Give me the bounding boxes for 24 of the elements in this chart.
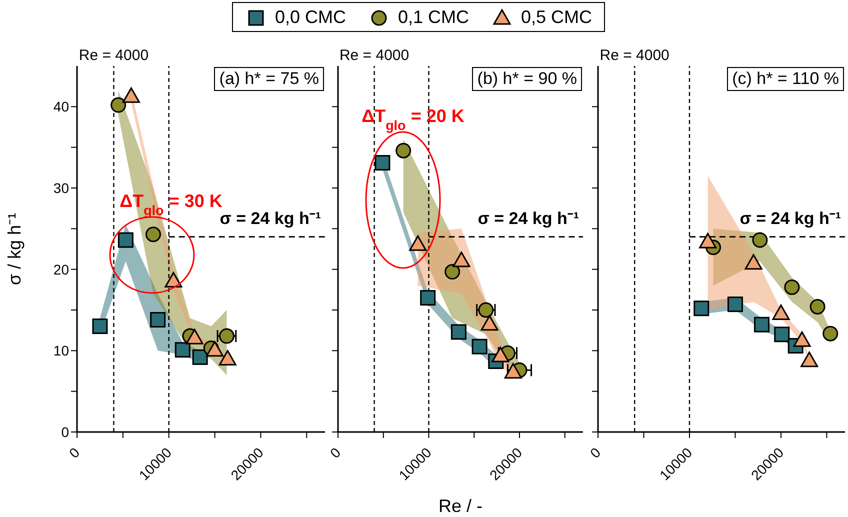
y-tick-label: 40 — [53, 98, 70, 115]
x-tick-label: 0 — [66, 444, 83, 462]
y-tick-label: 20 — [53, 261, 70, 278]
y-tick-label: 30 — [53, 180, 70, 196]
ref-line-label: σ = 24 kg h⁻¹ — [740, 208, 842, 228]
annotation: ΔT$_{glo}$ = 20 K — [362, 106, 464, 132]
chart-title: (a) h* = 75 % — [214, 67, 324, 91]
y-tick-label: 0 — [61, 424, 70, 440]
legend-label: 0,1 CMC — [398, 6, 470, 28]
ref-line-label: σ = 24 kg h⁻¹ — [220, 208, 322, 228]
x-axis-title: Re / - — [438, 496, 483, 516]
chart-title: (b) h* = 90 % — [472, 67, 582, 91]
legend-label: 0,0 CMC — [275, 6, 346, 28]
annotation: ΔT$_{glo}$ = 30 K — [120, 191, 222, 218]
y-tick-label: 10 — [53, 342, 70, 359]
ref-line-label: Re = 4000 — [339, 47, 410, 64]
ref-line-label: Re = 4000 — [600, 47, 670, 64]
x-tick-label: 0 — [326, 444, 344, 462]
chart-title: (c) h* = 110 % — [727, 67, 844, 91]
ref-line-label: Re = 4000 — [78, 47, 149, 64]
x-tick-label: 0 — [586, 444, 604, 462]
y-axis-title: σ / kg h⁻¹ — [4, 212, 24, 286]
legend-label: 0,5 CMC — [521, 6, 592, 28]
ref-line-label: σ = 24 kg h⁻¹ — [478, 208, 580, 228]
